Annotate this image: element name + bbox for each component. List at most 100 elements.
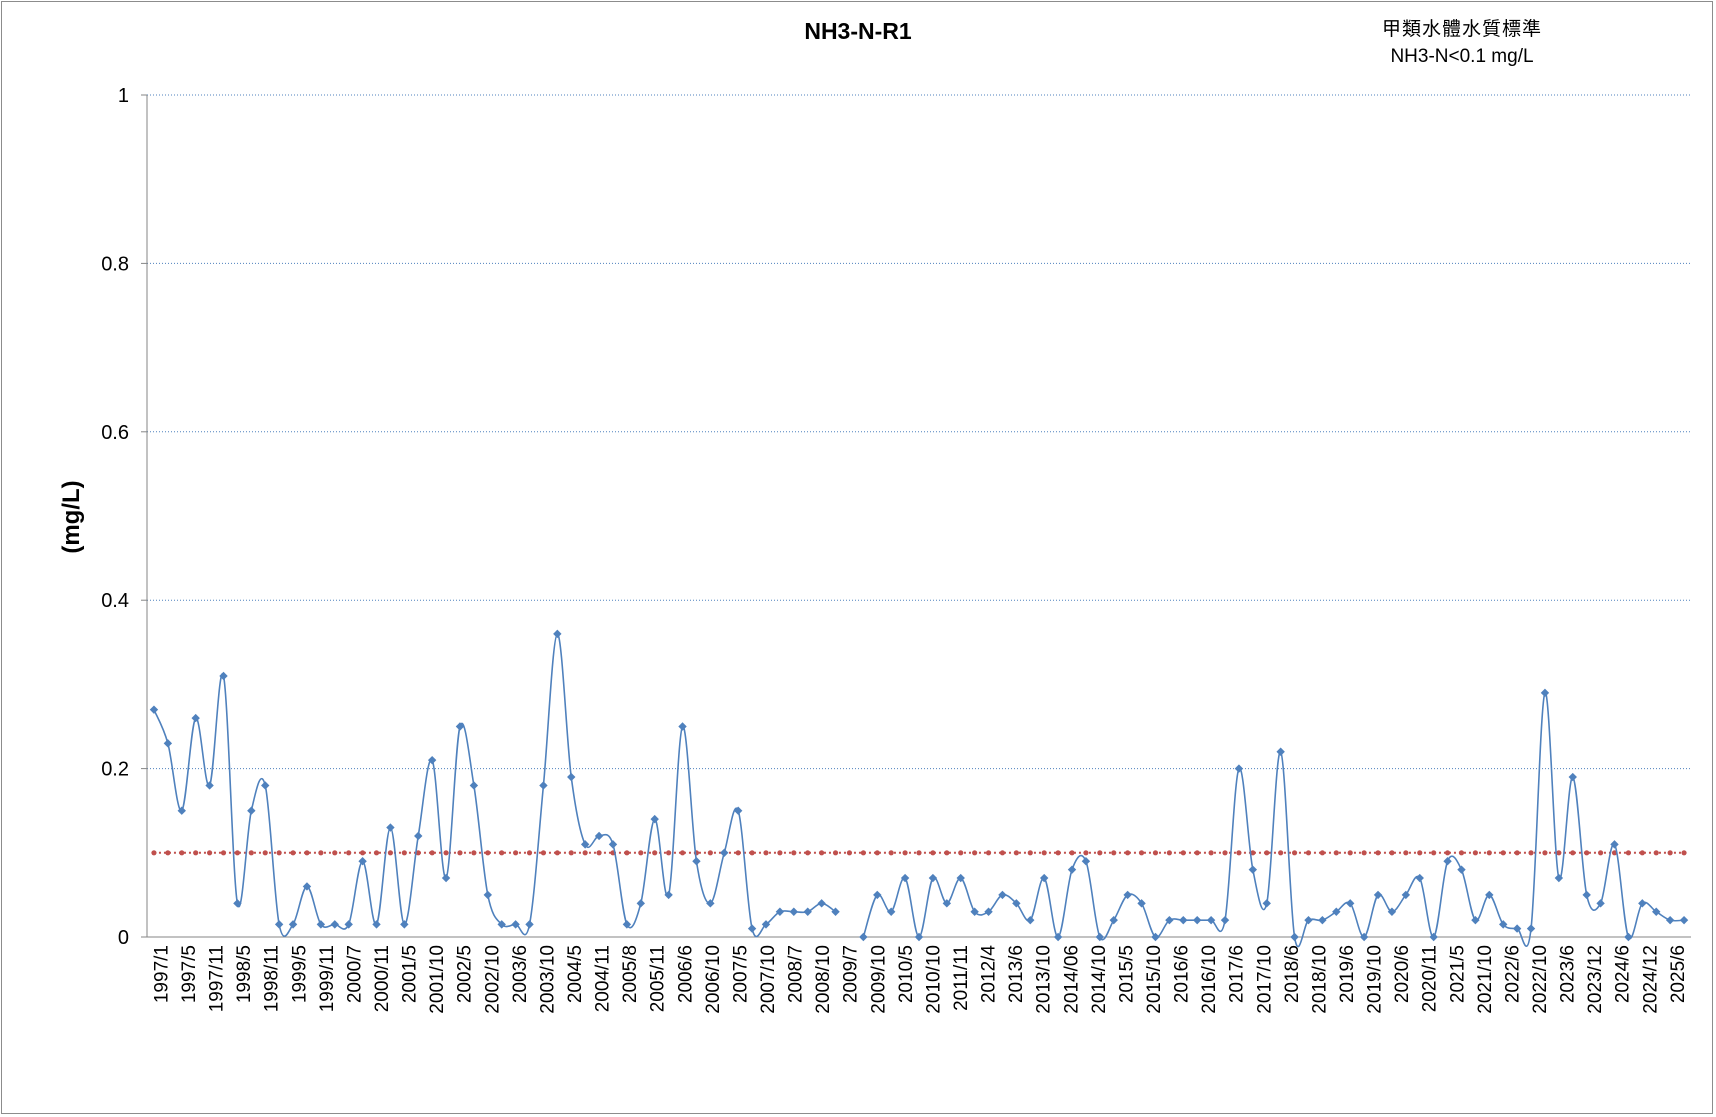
x-tick-label: 2000/11 xyxy=(372,945,393,1012)
x-tick-label: 1997/5 xyxy=(179,945,200,1003)
threshold-point xyxy=(1681,850,1687,856)
threshold-point xyxy=(1194,850,1200,856)
x-tick-label: 2020/6 xyxy=(1392,945,1413,1003)
x-tick-label: 1999/11 xyxy=(317,945,338,1012)
threshold-point xyxy=(624,850,630,856)
data-point xyxy=(1443,857,1452,866)
x-tick-label: 1997/1 xyxy=(151,945,172,1003)
threshold-point xyxy=(652,850,658,856)
threshold-point xyxy=(373,850,380,856)
data-point xyxy=(1248,865,1258,874)
threshold-point xyxy=(179,850,185,856)
x-tick-label: 2001/10 xyxy=(427,945,448,1014)
data-point xyxy=(1123,890,1132,900)
data-point xyxy=(733,806,743,815)
x-tick-label: 2019/10 xyxy=(1365,945,1386,1014)
threshold-point xyxy=(791,850,797,856)
data-point xyxy=(414,831,423,841)
threshold-point xyxy=(304,850,310,856)
data-point xyxy=(747,924,757,933)
x-tick-label: 2007/5 xyxy=(730,945,751,1003)
data-point xyxy=(1053,932,1063,942)
data-point xyxy=(789,907,799,916)
data-point xyxy=(1262,899,1271,908)
x-tick-label: 2007/10 xyxy=(758,945,779,1014)
data-point xyxy=(539,781,548,790)
threshold-point xyxy=(554,850,560,856)
data-point xyxy=(1276,747,1285,756)
threshold-point xyxy=(1222,850,1228,856)
x-tick-label: 2011/11 xyxy=(951,945,972,1011)
threshold-point xyxy=(819,850,825,856)
data-point xyxy=(1359,932,1369,942)
x-tick-label: 2001/5 xyxy=(400,945,421,1003)
data-point xyxy=(1387,907,1397,916)
chart-title: NH3-N-R1 xyxy=(804,18,912,44)
data-point xyxy=(525,920,534,929)
threshold-point xyxy=(860,850,866,856)
data-point xyxy=(1346,899,1355,908)
data-point xyxy=(358,857,367,866)
data-point xyxy=(1526,924,1536,933)
data-point xyxy=(1554,873,1564,883)
standard-annotation-line2: NH3-N<0.1 mg/L xyxy=(1390,46,1534,67)
threshold-point xyxy=(206,850,213,856)
x-tick-label: 2004/5 xyxy=(565,945,586,1003)
data-point xyxy=(1415,873,1424,883)
threshold-point xyxy=(1472,850,1478,856)
data-point xyxy=(1457,865,1466,874)
data-point xyxy=(483,890,492,900)
threshold-point xyxy=(1291,850,1298,856)
threshold-point xyxy=(1653,850,1659,856)
threshold-point xyxy=(916,850,922,856)
data-point xyxy=(1318,915,1327,925)
x-tick-label: 2015/10 xyxy=(1144,945,1165,1014)
threshold-point xyxy=(1444,850,1451,856)
data-point xyxy=(1109,915,1118,925)
data-point xyxy=(594,831,604,841)
threshold-point xyxy=(1250,850,1256,856)
threshold-point xyxy=(1514,850,1520,856)
data-point xyxy=(650,814,659,824)
data-point xyxy=(567,772,576,782)
data-point xyxy=(344,920,353,929)
data-point xyxy=(149,705,159,714)
data-point xyxy=(984,907,993,916)
threshold-point xyxy=(415,850,421,856)
threshold-point xyxy=(972,850,978,856)
data-point xyxy=(720,848,729,857)
data-point xyxy=(274,920,284,929)
threshold-point xyxy=(1180,850,1186,856)
x-tick-label: 2008/10 xyxy=(813,945,834,1014)
threshold-point xyxy=(151,850,157,856)
x-tick-label: 1998/11 xyxy=(262,945,283,1012)
threshold-point xyxy=(1208,850,1214,856)
x-tick-label: 2006/6 xyxy=(675,945,696,1003)
threshold-point xyxy=(888,850,894,856)
threshold-point xyxy=(1375,850,1381,856)
data-point xyxy=(1638,899,1647,908)
threshold-point xyxy=(1389,850,1395,856)
data-point xyxy=(1401,890,1411,900)
x-tick-label: 2013/6 xyxy=(1006,945,1027,1003)
threshold-point xyxy=(1458,850,1465,856)
data-point xyxy=(817,899,826,908)
threshold-point xyxy=(1570,850,1576,856)
data-point xyxy=(942,899,952,908)
x-tick-label: 2009/10 xyxy=(868,945,889,1014)
data-point xyxy=(1485,890,1494,900)
threshold-point xyxy=(1542,850,1548,856)
data-point xyxy=(1652,907,1661,916)
threshold-point xyxy=(749,850,755,856)
data-point xyxy=(288,920,298,929)
data-point xyxy=(261,781,270,790)
threshold-point xyxy=(666,850,672,856)
data-point xyxy=(1067,865,1077,874)
y-tick-label: 0.8 xyxy=(101,253,129,275)
x-tick-label: 2023/12 xyxy=(1585,945,1606,1014)
threshold-point xyxy=(1264,850,1270,856)
threshold-point xyxy=(1152,850,1159,856)
data-point xyxy=(956,873,965,883)
threshold-point xyxy=(638,850,644,856)
threshold-point xyxy=(1403,850,1409,856)
